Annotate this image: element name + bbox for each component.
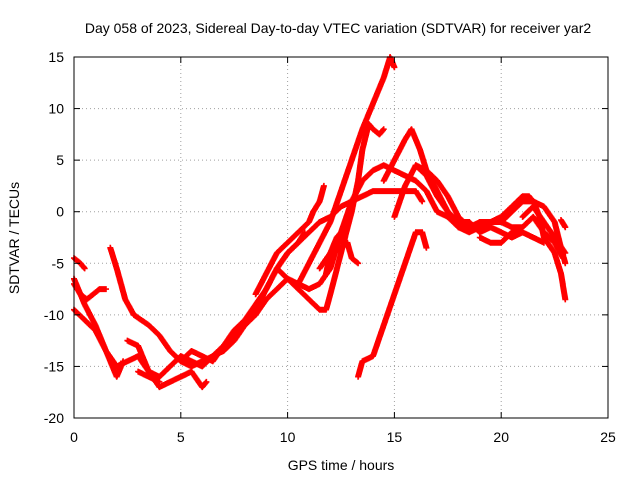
data-point-markers xyxy=(519,203,569,256)
series-track-17 xyxy=(412,162,569,303)
x-tick-label: 10 xyxy=(280,429,296,445)
y-tick-label: -5 xyxy=(52,255,65,271)
x-axis-label: GPS time / hours xyxy=(288,457,395,473)
axis-ticks: 0 5 10 15 20 25 -20 -15 -10 -5 0 5 10 15 xyxy=(44,49,616,445)
chart-title: Day 058 of 2023, Sidereal Day-to-day VTE… xyxy=(85,20,591,36)
series-track-14 xyxy=(355,229,430,380)
series-track-9 xyxy=(252,182,327,298)
plot-frame xyxy=(73,56,609,419)
x-tick-label: 25 xyxy=(600,429,616,445)
data-point-markers xyxy=(252,182,327,298)
x-tick-label: 5 xyxy=(177,429,185,445)
data-point-markers xyxy=(476,229,547,246)
series-track-19 xyxy=(519,203,569,256)
x-tick-label: 15 xyxy=(387,429,403,445)
data-point-markers xyxy=(412,162,569,303)
data-point-markers xyxy=(558,217,569,231)
y-tick-label: -15 xyxy=(44,358,64,374)
y-tick-label: 0 xyxy=(56,204,64,220)
data-point-markers xyxy=(323,224,349,277)
x-tick-label: 0 xyxy=(70,429,78,445)
series-track-18 xyxy=(476,229,547,246)
data-point-markers xyxy=(135,368,163,385)
data-points xyxy=(71,54,569,391)
data-point-markers xyxy=(295,54,398,287)
series-track-7 xyxy=(135,368,163,385)
series-track-11 xyxy=(295,54,398,287)
y-tick-label: 5 xyxy=(56,152,64,168)
series-track-10 xyxy=(273,121,387,313)
data-point-markers xyxy=(273,121,387,313)
x-tick-label: 20 xyxy=(493,429,509,445)
data-point-markers xyxy=(355,229,430,380)
y-tick-label: 10 xyxy=(48,101,64,117)
y-axis-label: SDTVAR / TECUs xyxy=(6,182,22,294)
y-tick-label: -20 xyxy=(44,410,64,426)
series-track-13 xyxy=(323,224,349,277)
grid-lines xyxy=(74,57,608,418)
y-tick-label: -10 xyxy=(44,307,64,323)
series-track-20 xyxy=(558,217,569,231)
y-tick-label: 15 xyxy=(48,49,64,65)
